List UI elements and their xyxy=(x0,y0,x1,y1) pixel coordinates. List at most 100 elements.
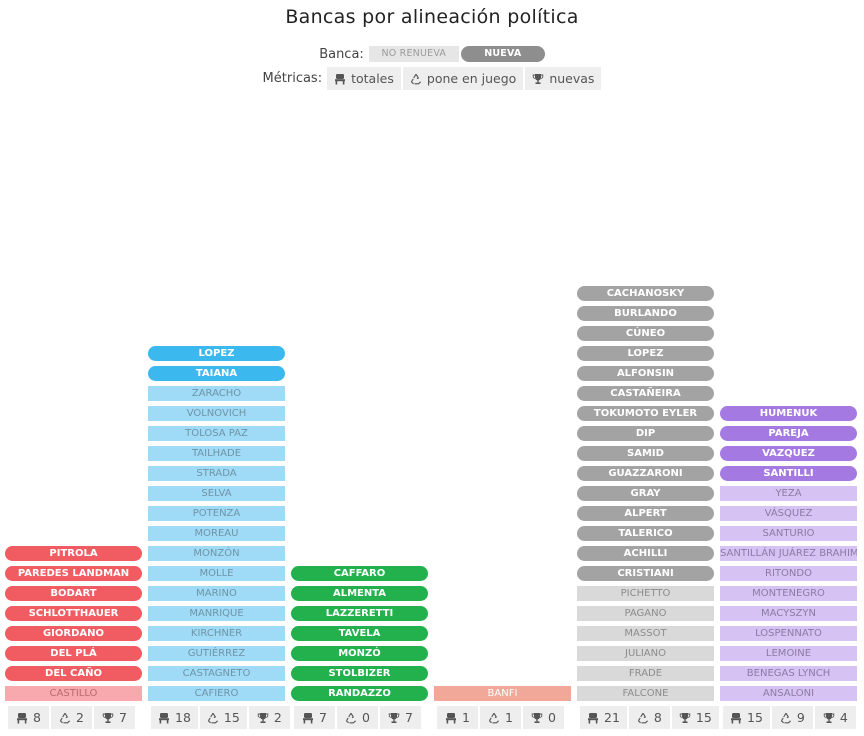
seat-chip-nueva[interactable]: STOLBIZER xyxy=(291,666,428,681)
seat-chip-no-renueva[interactable]: LEMOINE xyxy=(720,646,857,661)
seat-chip-nueva[interactable]: TAVELA xyxy=(291,626,428,641)
seat-chip-nueva[interactable]: PAREDES LANDMAN xyxy=(5,566,142,581)
metric-nuevas-label: nuevas xyxy=(549,71,595,86)
seat-chip-nueva[interactable]: ACHILLI xyxy=(577,546,714,561)
seat-chip-nueva[interactable]: ALMENTA xyxy=(291,586,428,601)
seat-chip-nueva[interactable]: CRISTIANI xyxy=(577,566,714,581)
seat-icon xyxy=(730,712,742,724)
metric-nuevas-value: 7 xyxy=(119,710,127,725)
seat-chip-nueva[interactable]: ALPERT xyxy=(577,506,714,521)
seat-chip-nueva[interactable]: CASTAÑEIRA xyxy=(577,386,714,401)
seat-chip-no-renueva[interactable]: FALCONE xyxy=(577,686,714,701)
seat-chip-nueva[interactable]: TALERICO xyxy=(577,526,714,541)
seat-chip-no-renueva[interactable]: PAGANO xyxy=(577,606,714,621)
metric-nuevas-value: 0 xyxy=(548,710,556,725)
seat-chip-nueva[interactable]: BODART xyxy=(5,586,142,601)
seat-chip-no-renueva[interactable]: JULIANO xyxy=(577,646,714,661)
seat-chip-nueva[interactable]: DEL CAÑO xyxy=(5,666,142,681)
seat-chip-nueva[interactable]: RANDAZZO xyxy=(291,686,428,701)
metric-nuevas-cell: 15 xyxy=(671,706,719,729)
metric-totales-value: 21 xyxy=(604,710,620,725)
seat-chip-no-renueva[interactable]: LOSPENNATO xyxy=(720,626,857,641)
group-metrics: 7 0 7 xyxy=(294,706,421,729)
trophy-icon xyxy=(388,712,400,724)
toggle-no-renueva[interactable]: NO RENUEVA xyxy=(368,46,459,62)
seat-chip-no-renueva[interactable]: FRADE xyxy=(577,666,714,681)
seat-chip-no-renueva[interactable]: STRADA xyxy=(148,466,285,481)
metric-pone-en-juego-cell: 15 xyxy=(199,706,247,729)
seat-chip-no-renueva[interactable]: YEZA xyxy=(720,486,857,501)
seat-chip-no-renueva[interactable]: MASSOT xyxy=(577,626,714,641)
seat-chip-no-renueva[interactable]: BANFI xyxy=(434,686,571,701)
seat-chip-no-renueva[interactable]: GUTIÉRREZ xyxy=(148,646,285,661)
seat-chip-no-renueva[interactable]: MACYSZYN xyxy=(720,606,857,621)
seat-chip-no-renueva[interactable]: POTENZA xyxy=(148,506,285,521)
seat-chip-no-renueva[interactable]: MONTENEGRO xyxy=(720,586,857,601)
metric-totales-cell: 21 xyxy=(580,706,627,729)
toggle-nueva[interactable]: NUEVA xyxy=(460,46,545,62)
seat-icon xyxy=(158,712,170,724)
seat-chip-nueva[interactable]: LAZZERETTI xyxy=(291,606,428,621)
seat-chip-nueva[interactable]: DEL PLÁ xyxy=(5,646,142,661)
seat-chip-nueva[interactable]: MONZÓ xyxy=(291,646,428,661)
seat-chip-nueva[interactable]: GUAZZARONI xyxy=(577,466,714,481)
metric-nuevas-button[interactable]: nuevas xyxy=(525,67,602,90)
metric-pone-en-juego-label: pone en juego xyxy=(426,71,517,86)
seat-chip-nueva[interactable]: LOPEZ xyxy=(577,346,714,361)
seat-chip-nueva[interactable]: CACHANOSKY xyxy=(577,286,714,301)
metric-totales-cell: 15 xyxy=(723,706,770,729)
seat-chip-nueva[interactable]: GIORDANO xyxy=(5,626,142,641)
recycle-icon xyxy=(410,73,422,85)
seat-chip-no-renueva[interactable]: MONZÓN xyxy=(148,546,285,561)
seat-chip-no-renueva[interactable]: ANSALONI xyxy=(720,686,857,701)
seat-chip-nueva[interactable]: PAREJA xyxy=(720,426,857,441)
chart-title: Bancas por alineación política xyxy=(285,6,579,28)
seat-chip-no-renueva[interactable]: KIRCHNER xyxy=(148,626,285,641)
seat-chip-no-renueva[interactable]: TAILHADE xyxy=(148,446,285,461)
seat-chip-no-renueva[interactable]: MOREAU xyxy=(148,526,285,541)
metric-nuevas-cell: 0 xyxy=(523,706,564,729)
seat-chip-nueva[interactable]: TAIANA xyxy=(148,366,285,381)
seat-chip-no-renueva[interactable]: VÁSQUEZ xyxy=(720,506,857,521)
seat-chip-nueva[interactable]: GRAY xyxy=(577,486,714,501)
seat-chip-nueva[interactable]: ALFONSIN xyxy=(577,366,714,381)
seat-chip-no-renueva[interactable]: SANTURIO xyxy=(720,526,857,541)
seat-chip-nueva[interactable]: VAZQUEZ xyxy=(720,446,857,461)
seat-chip-no-renueva[interactable]: SANTILLÁN JUÁREZ BRAHIM xyxy=(720,546,857,561)
seat-chip-nueva[interactable]: SAMID xyxy=(577,446,714,461)
seat-chip-no-renueva[interactable]: MARINO xyxy=(148,586,285,601)
recycle-icon xyxy=(637,712,649,724)
seat-chip-nueva[interactable]: LOPEZ xyxy=(148,346,285,361)
seat-chip-nueva[interactable]: BURLANDO xyxy=(577,306,714,321)
metric-pone-en-juego-cell: 9 xyxy=(771,706,813,729)
seat-chip-no-renueva[interactable]: MOLLE xyxy=(148,566,285,581)
metric-nuevas-value: 2 xyxy=(273,710,282,725)
seat-chip-no-renueva[interactable]: PICHETTO xyxy=(577,586,714,601)
seat-chip-no-renueva[interactable]: TOLOSA PAZ xyxy=(148,426,285,441)
seat-chip-nueva[interactable]: CAFFARO xyxy=(291,566,428,581)
seat-chip-no-renueva[interactable]: ZARACHO xyxy=(148,386,285,401)
metric-pone-en-juego-cell: 1 xyxy=(480,706,521,729)
seat-chip-no-renueva[interactable]: MANRIQUE xyxy=(148,606,285,621)
seat-chip-no-renueva[interactable]: CAFIERO xyxy=(148,686,285,701)
seat-chip-nueva[interactable]: SANTILLI xyxy=(720,466,857,481)
metric-totales-cell: 7 xyxy=(294,706,335,729)
seat-chip-nueva[interactable]: DIP xyxy=(577,426,714,441)
seat-chip-nueva[interactable]: SCHLOTTHAUER xyxy=(5,606,142,621)
seat-chip-no-renueva[interactable]: CASTAGNETO xyxy=(148,666,285,681)
seat-chip-nueva[interactable]: CÚNEO xyxy=(577,326,714,341)
seat-chip-no-renueva[interactable]: BENEGAS LYNCH xyxy=(720,666,857,681)
trophy-icon xyxy=(102,712,114,724)
metric-totales-value: 8 xyxy=(33,710,41,725)
banca-toggle-row: Banca: NO RENUEVA NUEVA xyxy=(0,44,864,64)
seat-chip-no-renueva[interactable]: RITONDO xyxy=(720,566,857,581)
seat-chip-nueva[interactable]: PITROLA xyxy=(5,546,142,561)
seat-chip-no-renueva[interactable]: CASTILLO xyxy=(5,686,142,701)
seat-chip-no-renueva[interactable]: VOLNOVICH xyxy=(148,406,285,421)
metric-pone-en-juego-button[interactable]: pone en juego xyxy=(402,67,524,90)
metric-totales-button[interactable]: totales xyxy=(327,67,401,90)
seat-chip-nueva[interactable]: HUMENUK xyxy=(720,406,857,421)
metric-totales-cell: 8 xyxy=(8,706,49,729)
seat-chip-no-renueva[interactable]: SELVA xyxy=(148,486,285,501)
seat-chip-nueva[interactable]: TOKUMOTO EYLER xyxy=(577,406,714,421)
